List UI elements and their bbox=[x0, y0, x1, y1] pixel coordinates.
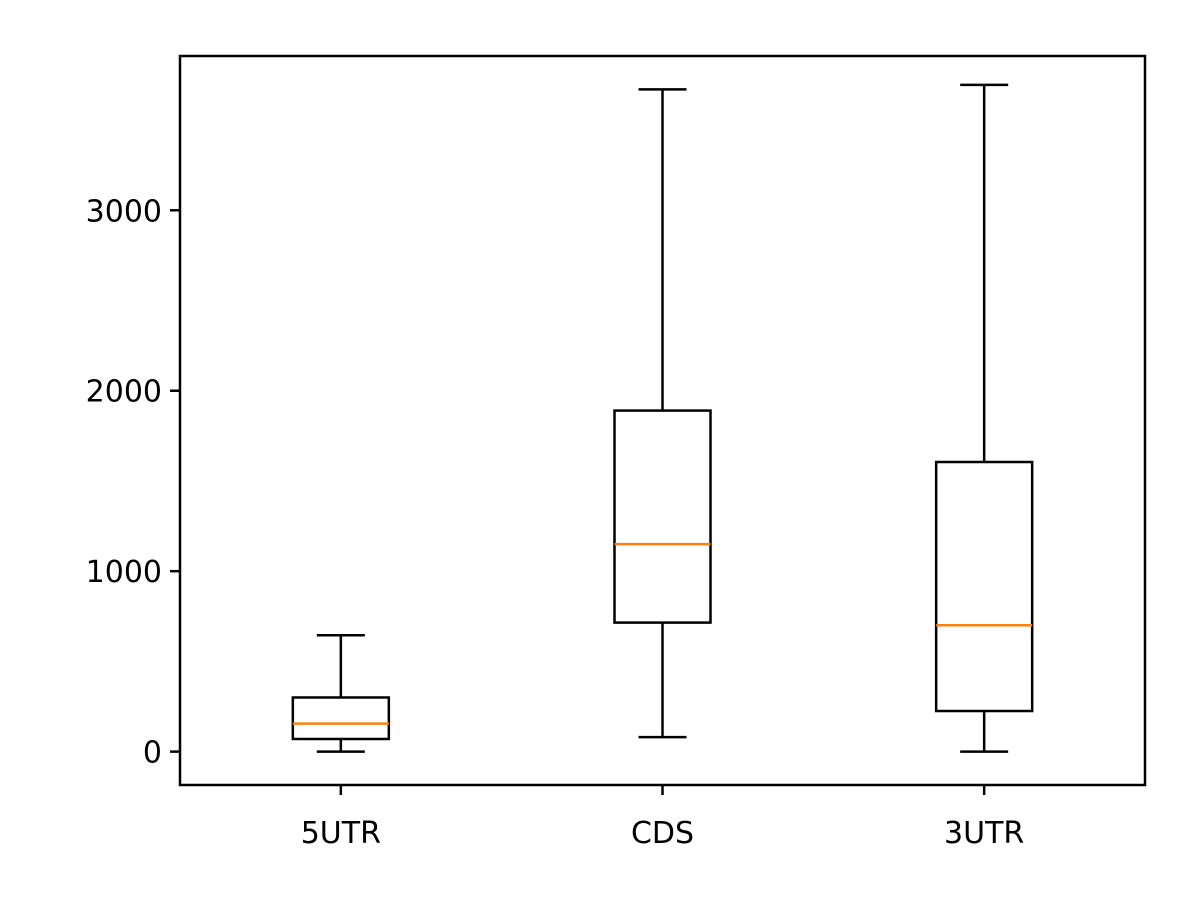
y-tick-label: 3000 bbox=[86, 194, 162, 229]
y-axis: 0 1000 2000 3000 bbox=[86, 194, 180, 771]
x-axis: 5UTR CDS 3UTR bbox=[301, 785, 1024, 851]
x-tick-label: CDS bbox=[631, 816, 694, 851]
plot-frame bbox=[178, 54, 1147, 787]
x-tick-label: 3UTR bbox=[944, 816, 1024, 851]
iqr-box bbox=[613, 409, 712, 624]
marks-layer bbox=[291, 83, 1034, 753]
iqr-box bbox=[934, 460, 1034, 713]
box-group-cds bbox=[613, 88, 712, 739]
y-tick-label: 1000 bbox=[86, 555, 162, 590]
y-tick-label: 2000 bbox=[86, 375, 162, 410]
box-group-3utr bbox=[934, 83, 1034, 753]
iqr-box bbox=[291, 696, 391, 741]
x-tick-label: 5UTR bbox=[301, 816, 381, 851]
y-tick-label: 0 bbox=[143, 736, 162, 771]
box-group-5utr bbox=[291, 633, 391, 753]
